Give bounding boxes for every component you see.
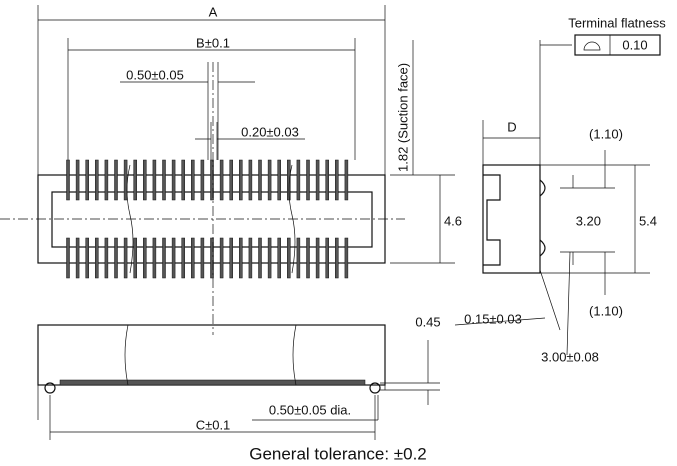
pin: [267, 159, 272, 201]
pin: [191, 237, 195, 279]
pin: [258, 159, 262, 201]
flatness-value: 0.10: [622, 37, 647, 52]
pin: [114, 237, 118, 279]
pin: [162, 159, 166, 201]
flatness-box: [574, 34, 661, 56]
pin: [335, 237, 339, 279]
pin: [75, 237, 80, 279]
pin: [85, 237, 89, 279]
pin: [181, 159, 185, 201]
pin: [296, 159, 301, 201]
pin: [152, 159, 157, 201]
dim-label: 1.82 (Suction face): [395, 63, 410, 172]
pin: [95, 159, 99, 201]
pin: [210, 237, 214, 279]
boss: [44, 382, 56, 394]
boss: [369, 382, 381, 394]
pin: [267, 237, 272, 279]
pin: [104, 159, 109, 201]
pins: [66, 159, 349, 279]
pin: [123, 159, 128, 201]
terminals: [59, 379, 366, 386]
pin: [162, 237, 166, 279]
break-lines: [126, 164, 296, 274]
pin: [66, 237, 70, 279]
pin: [248, 159, 253, 201]
pin: [85, 159, 89, 201]
pin: [229, 237, 233, 279]
dim-label: 3.20: [576, 213, 601, 228]
dim-label: D: [507, 119, 516, 134]
top-view: [0, 62, 405, 335]
bottom-view: [37, 324, 386, 394]
pin: [325, 237, 329, 279]
pin: [123, 237, 128, 279]
side-view: [482, 164, 561, 331]
dim-label: 0.50±0.05 dia.: [269, 402, 351, 417]
pin: [219, 159, 224, 201]
lead: [539, 269, 561, 331]
pin: [315, 237, 320, 279]
pin: [171, 159, 176, 201]
flatness-title: Terminal flatness: [568, 15, 666, 30]
dim-label: 0.15±0.03: [464, 311, 522, 326]
break-lines: [124, 324, 297, 386]
pin: [191, 159, 195, 201]
side-body: [482, 164, 541, 274]
dim-label: (1.10): [589, 303, 623, 318]
dim-label: 5.4: [639, 213, 657, 228]
pin: [104, 237, 109, 279]
pin: [258, 237, 262, 279]
pin: [335, 159, 339, 201]
pin: [133, 159, 137, 201]
dim-label: 0.20±0.03: [241, 124, 299, 139]
flatness-symbol: [583, 41, 601, 51]
bottom-body: [37, 324, 386, 386]
pin: [200, 159, 205, 201]
pin: [200, 237, 205, 279]
pin: [306, 237, 310, 279]
pin: [181, 237, 185, 279]
pin: [239, 159, 243, 201]
pin: [143, 159, 147, 201]
pin: [133, 237, 137, 279]
pin: [325, 159, 329, 201]
pin: [287, 159, 291, 201]
pin: [95, 237, 99, 279]
pin: [296, 237, 301, 279]
pin: [344, 237, 349, 279]
dim-label: A: [209, 4, 218, 19]
pin: [152, 237, 157, 279]
pin: [229, 159, 233, 201]
pin: [75, 159, 80, 201]
pin: [287, 237, 291, 279]
pin: [248, 237, 253, 279]
dim-label: 0.50±0.05: [126, 67, 184, 82]
pin: [143, 237, 147, 279]
pin: [277, 237, 281, 279]
pin: [219, 237, 224, 279]
pin: [315, 159, 320, 201]
pin: [239, 237, 243, 279]
pin: [344, 159, 349, 201]
dim-label: 3.00±0.08: [541, 349, 599, 364]
dim-label: (1.10): [589, 126, 623, 141]
pin: [114, 159, 118, 201]
pin: [306, 159, 310, 201]
dim-label: C±0.1: [196, 417, 231, 432]
pin: [171, 237, 176, 279]
dim-label: 0.45: [415, 314, 440, 329]
pin: [210, 159, 214, 201]
dim-label: 4.6: [444, 213, 462, 228]
pin: [277, 159, 281, 201]
pin: [66, 159, 70, 201]
dim-label: B±0.1: [196, 35, 230, 50]
general-tolerance: General tolerance: ±0.2: [249, 444, 427, 463]
side-contacts: [483, 174, 546, 266]
